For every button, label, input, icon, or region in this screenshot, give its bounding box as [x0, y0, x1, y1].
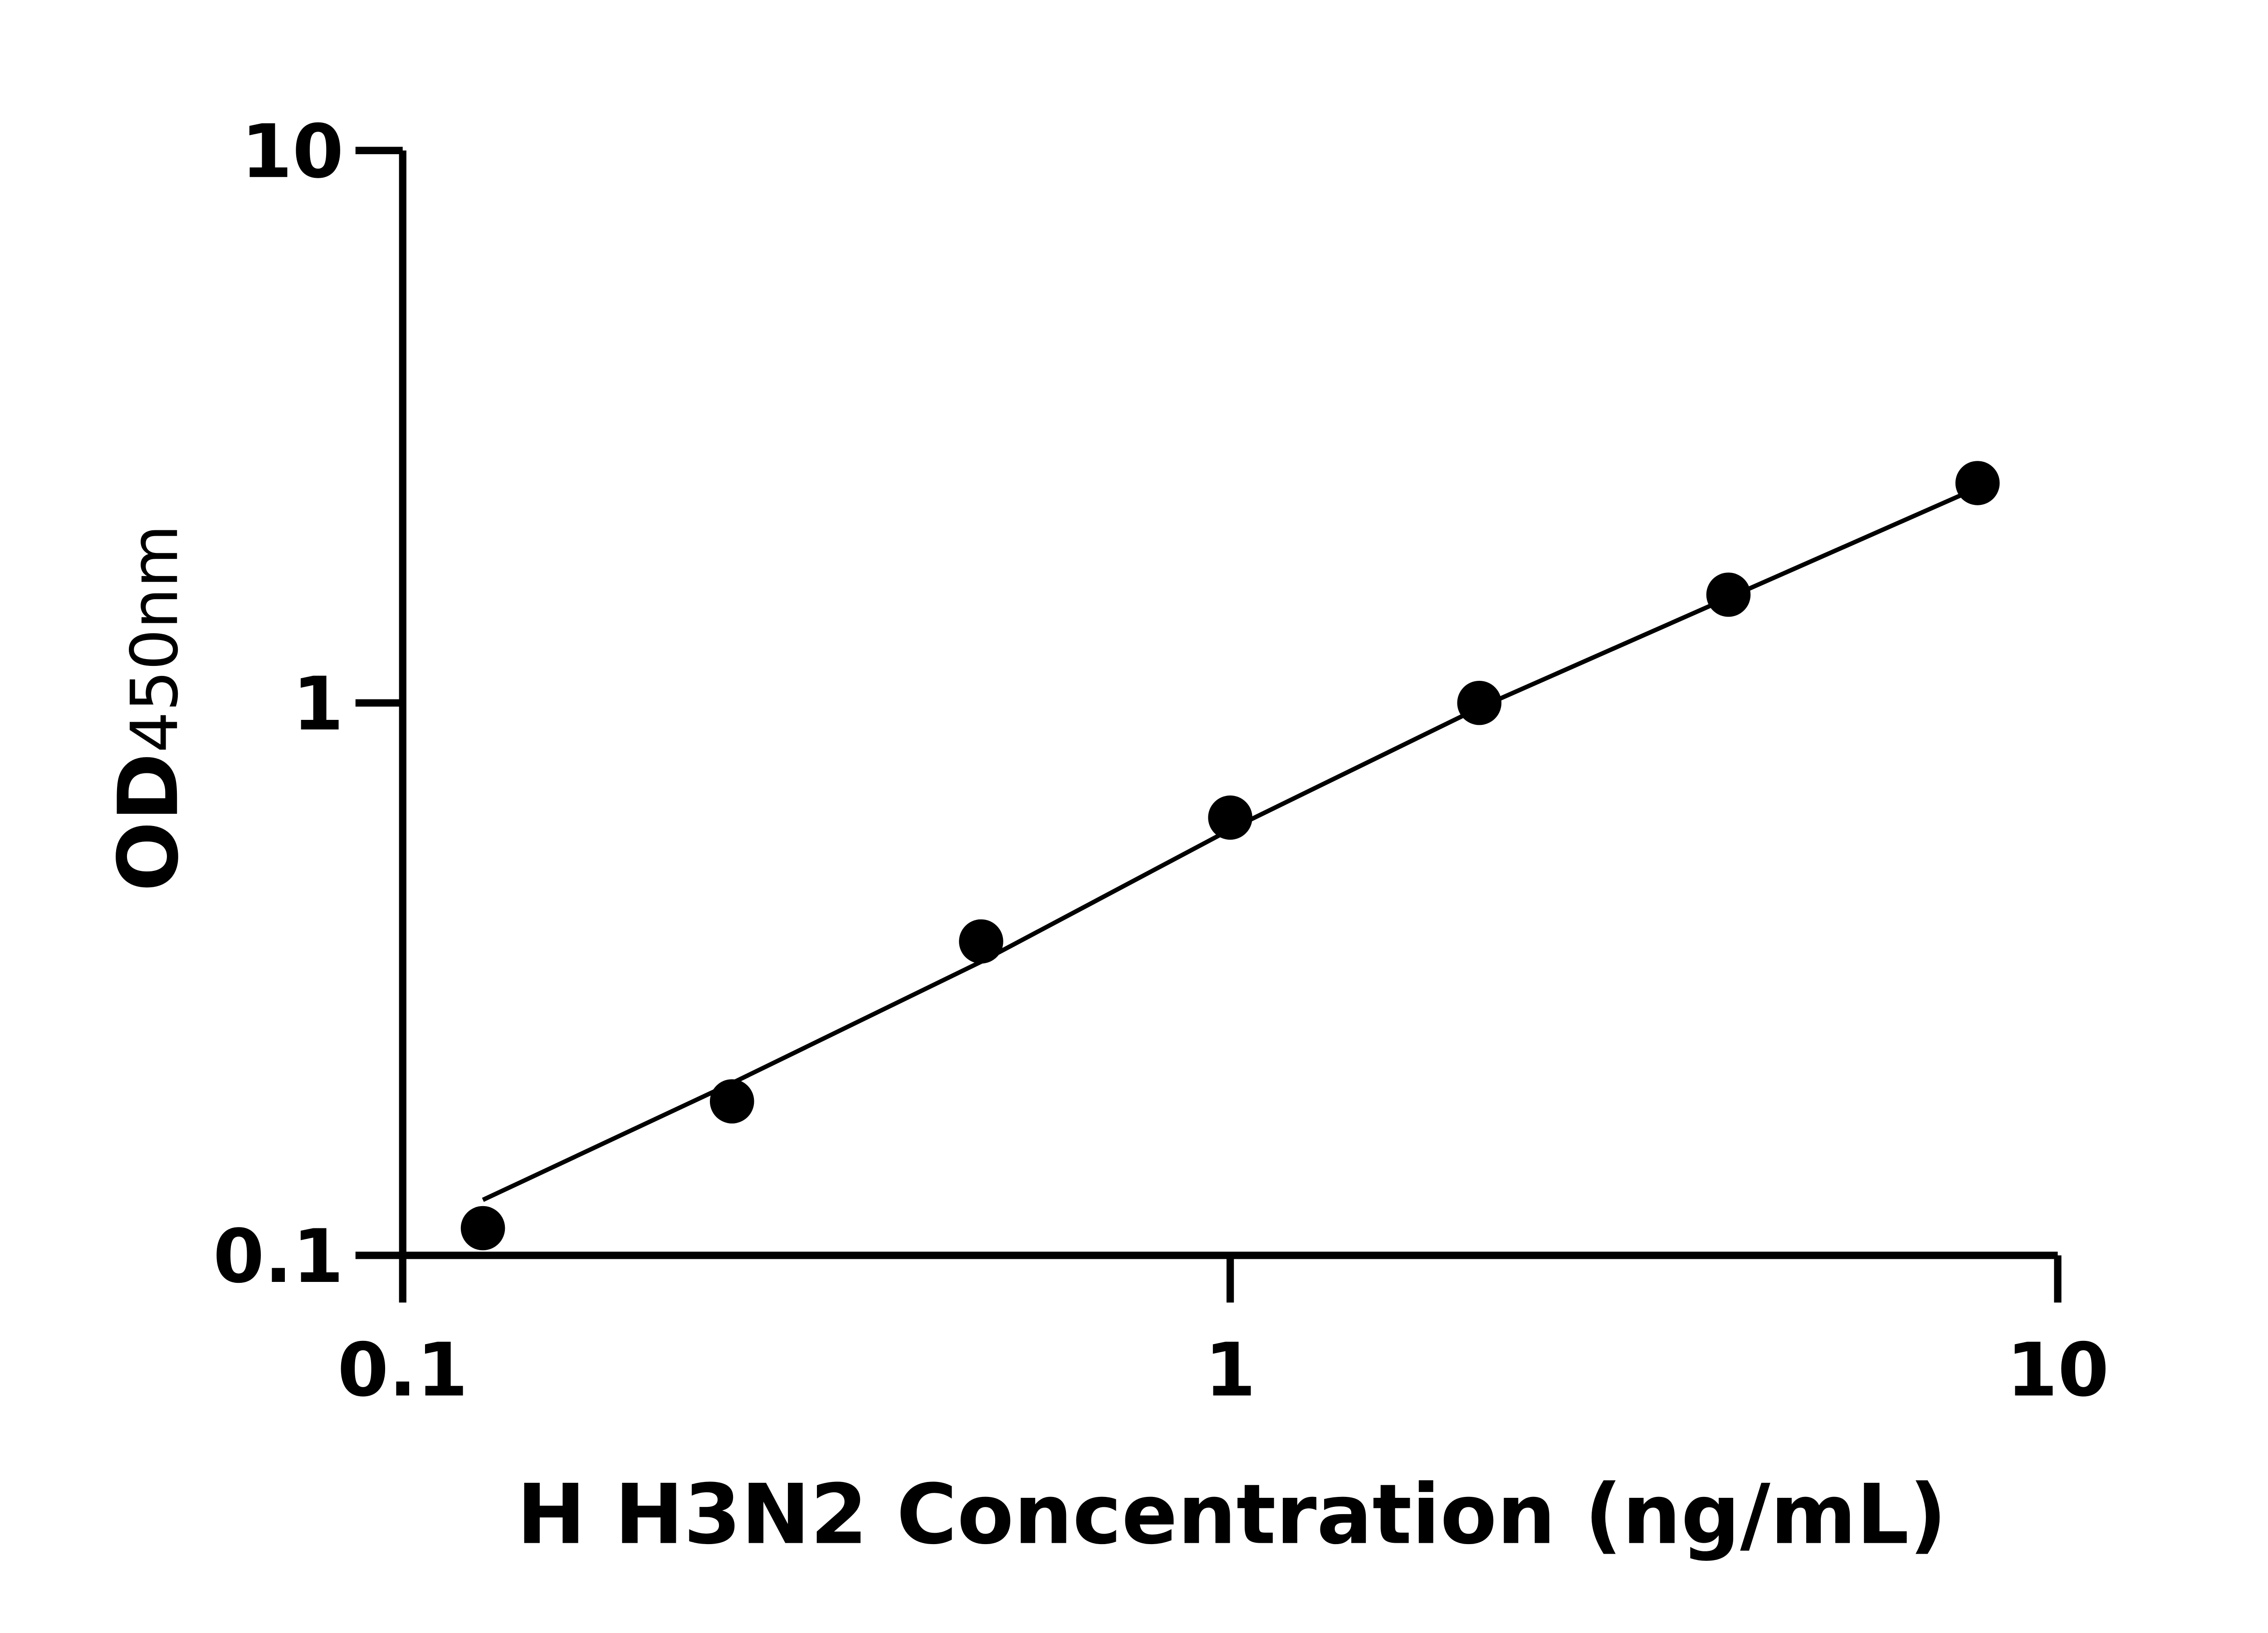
data-point [1706, 572, 1751, 617]
y-tick-label: 1 [293, 661, 344, 747]
y-tick-label: 10 [241, 109, 343, 195]
x-tick-label: 1 [1205, 1327, 1256, 1413]
fit-line [482, 486, 1979, 1202]
y-axis-title-main: OD [100, 753, 196, 892]
data-point [1955, 461, 2000, 505]
axes [355, 147, 2062, 1303]
data-point [959, 919, 1003, 964]
y-axis-title: OD450nm [100, 524, 196, 891]
y-axis-title-sub: 450nm [117, 524, 192, 753]
data-point [1208, 795, 1252, 840]
data-points [460, 461, 2000, 1251]
tick-labels: 0.1 1 10 0.1 1 10 [213, 109, 2109, 1413]
x-tick-label: 10 [2006, 1327, 2109, 1413]
data-point [460, 1206, 505, 1251]
x-axis-title: H H3N2 Concentration (ng/mL) [517, 1467, 1947, 1563]
x-tick-label: 0.1 [337, 1327, 468, 1413]
data-point [1457, 680, 1502, 725]
y-tick-label: 0.1 [213, 1214, 344, 1300]
data-point [709, 1079, 754, 1124]
